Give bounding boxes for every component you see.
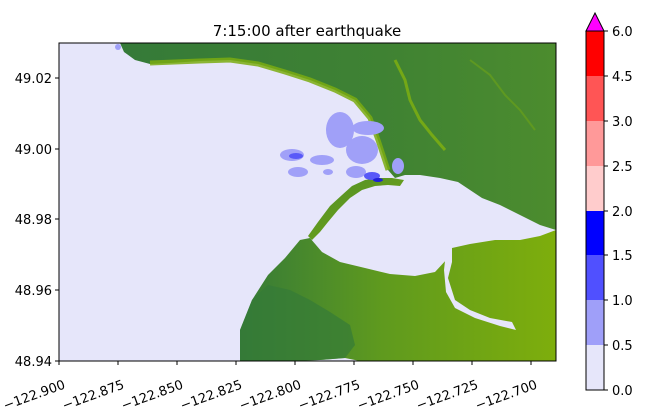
y-tick-label: 49.02 (15, 72, 52, 87)
x-tick-label: −122.875 (60, 378, 126, 414)
water-inlet (444, 248, 516, 330)
colorbar-bin (586, 300, 604, 345)
colorbar-tick-label: 6.0 (612, 25, 633, 40)
x-tick-label: −122.775 (296, 378, 362, 414)
colorbar-tick-label: 0.0 (612, 384, 633, 399)
wave-patch (310, 155, 334, 165)
x-tick-label: −122.850 (119, 378, 185, 414)
land-spit (308, 178, 404, 240)
y-tick-label: 48.98 (15, 213, 52, 228)
colorbar-bin (586, 31, 604, 76)
wave-patch (289, 153, 303, 159)
wave-patch (352, 121, 384, 135)
wave-patch (288, 167, 308, 177)
x-axis: −122.900 −122.875 −122.850 −122.825 −122… (1, 361, 539, 414)
colorbar: 0.0 0.5 1.0 1.5 2.0 2.5 3.0 4.5 6.0 (585, 11, 633, 399)
wave-patch (115, 44, 121, 50)
x-tick-label: −122.800 (237, 378, 303, 414)
colorbar-bin (586, 121, 604, 166)
colorbar-bin (586, 166, 604, 211)
wave-patch (373, 178, 383, 182)
map-plot-area (59, 43, 556, 361)
colorbar-tick-label: 4.5 (612, 70, 633, 85)
wave-patch (346, 136, 378, 164)
x-tick-label: −122.700 (473, 378, 539, 414)
wave-patch (323, 169, 333, 175)
wave-patch (392, 158, 404, 174)
colorbar-bin (586, 211, 604, 255)
colorbar-bin (586, 345, 604, 390)
wave-patch (346, 166, 366, 178)
colorbar-tick-label: 2.0 (612, 205, 633, 220)
colorbar-tick-label: 3.0 (612, 115, 633, 130)
x-tick-label: −122.825 (178, 378, 244, 414)
land-north (120, 43, 556, 230)
colorbar-bin (586, 255, 604, 300)
colorbar-tick-label: 1.0 (612, 294, 633, 309)
coast-fringe-north (149, 57, 391, 171)
plot-frame (58, 42, 557, 362)
colorbar-extend-arrow (585, 11, 605, 32)
y-tick-label: 48.96 (15, 284, 52, 299)
land-south-interior (240, 285, 355, 361)
x-tick-label: −122.725 (414, 378, 480, 414)
river-east (469, 59, 536, 131)
y-tick-label: 48.94 (15, 355, 52, 370)
y-tick-label: 49.00 (15, 143, 52, 158)
y-axis: 49.02 49.00 48.98 48.96 48.94 (15, 72, 59, 370)
wave-patch (326, 112, 354, 148)
river-north (393, 59, 447, 151)
colorbar-tick-label: 0.5 (612, 339, 633, 354)
map-title: 7:15:00 after earthquake (213, 22, 401, 40)
wave-patch (364, 172, 380, 180)
colorbar-tick-label: 2.5 (612, 160, 633, 175)
colorbar-tick-label: 1.5 (612, 249, 633, 264)
x-tick-label: −122.900 (1, 378, 67, 414)
x-tick-label: −122.750 (355, 378, 421, 414)
colorbar-bin (586, 76, 604, 121)
